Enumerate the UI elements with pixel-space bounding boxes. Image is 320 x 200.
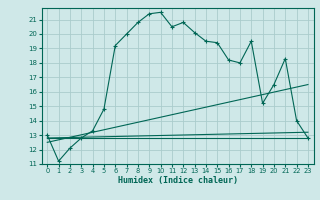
X-axis label: Humidex (Indice chaleur): Humidex (Indice chaleur) [118, 176, 237, 185]
